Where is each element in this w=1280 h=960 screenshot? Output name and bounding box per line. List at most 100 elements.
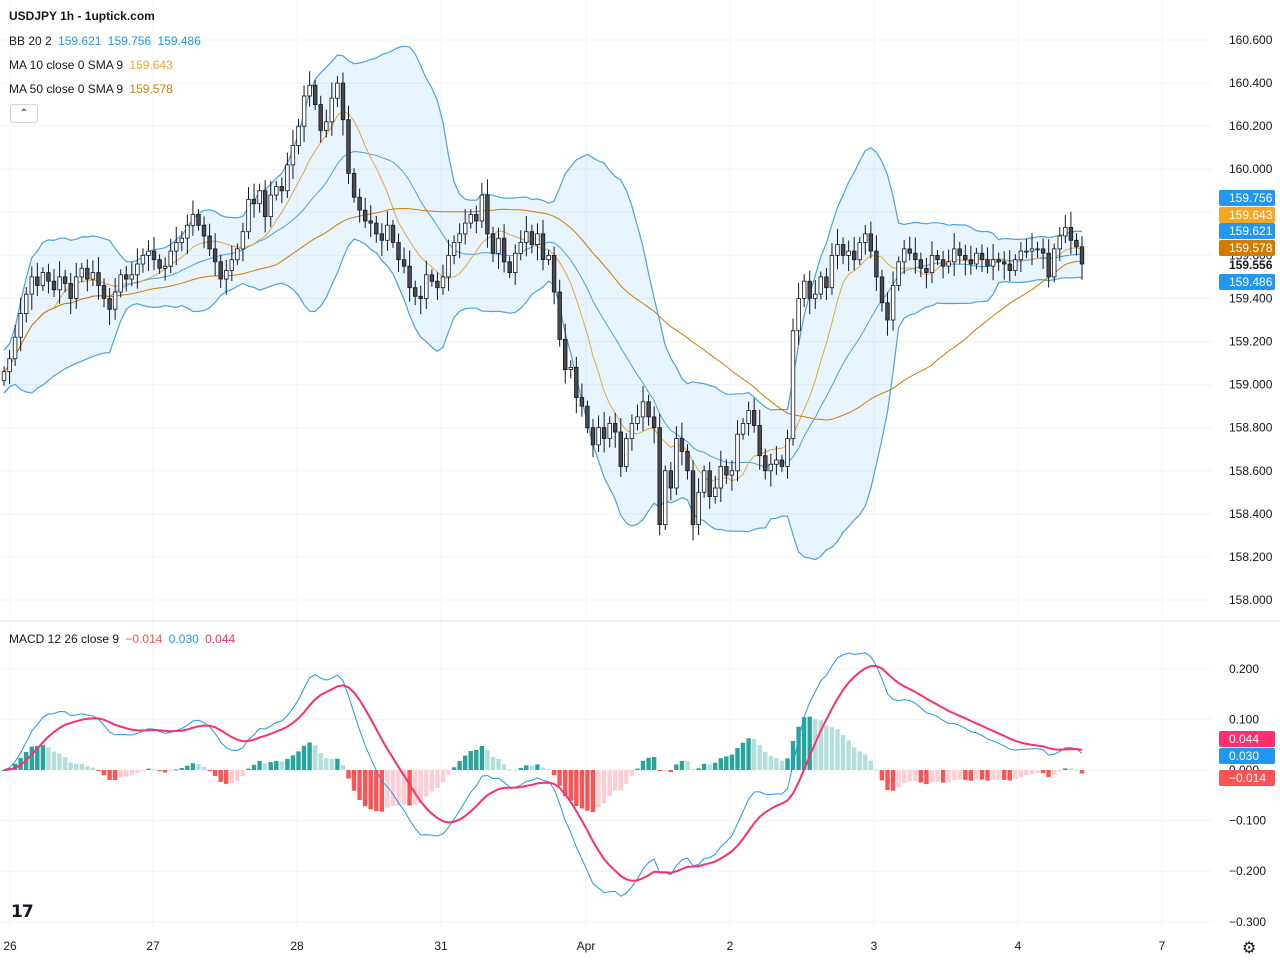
candle[interactable] <box>629 422 635 439</box>
candle[interactable] <box>824 276 829 289</box>
candle[interactable] <box>863 233 868 243</box>
candle[interactable] <box>974 252 979 265</box>
candle[interactable] <box>218 261 223 280</box>
candle[interactable] <box>535 233 540 246</box>
candle[interactable] <box>396 242 401 261</box>
candle[interactable] <box>546 254 551 261</box>
candle[interactable] <box>1024 250 1029 253</box>
candle[interactable] <box>1040 248 1046 254</box>
candle[interactable] <box>135 263 140 276</box>
candle[interactable] <box>840 244 846 256</box>
candle[interactable] <box>318 104 323 131</box>
candle[interactable] <box>507 261 512 273</box>
candle[interactable] <box>585 405 590 429</box>
candle[interactable] <box>663 470 668 525</box>
candle[interactable] <box>779 459 785 467</box>
candle[interactable] <box>312 84 318 105</box>
candle[interactable] <box>335 82 340 99</box>
candle[interactable] <box>107 298 112 310</box>
candle[interactable] <box>946 261 951 267</box>
candle[interactable] <box>324 121 329 131</box>
candle[interactable] <box>196 214 201 226</box>
candle[interactable] <box>651 416 657 429</box>
candle[interactable] <box>23 293 29 315</box>
candle[interactable] <box>896 261 901 286</box>
candle[interactable] <box>718 466 723 489</box>
candle[interactable] <box>190 214 196 226</box>
candle[interactable] <box>1052 248 1057 278</box>
candle[interactable] <box>1018 250 1024 261</box>
candle[interactable] <box>513 252 518 273</box>
candle[interactable] <box>635 416 640 424</box>
candle[interactable] <box>407 265 412 289</box>
candle[interactable] <box>257 190 262 205</box>
candle[interactable] <box>574 366 579 398</box>
candle[interactable] <box>829 254 835 289</box>
candle[interactable] <box>474 214 479 222</box>
candle[interactable] <box>1079 246 1085 265</box>
candle[interactable] <box>451 242 457 256</box>
candle[interactable] <box>340 82 346 121</box>
candle[interactable] <box>985 259 990 267</box>
candle[interactable] <box>1035 248 1040 251</box>
candle[interactable] <box>768 463 773 472</box>
candle[interactable] <box>74 276 79 299</box>
candle[interactable] <box>401 259 407 267</box>
candle[interactable] <box>390 224 396 243</box>
candle[interactable] <box>101 285 107 299</box>
gear-icon[interactable]: ⚙ <box>1242 938 1257 957</box>
candle[interactable] <box>996 259 1001 263</box>
candle[interactable] <box>112 291 118 310</box>
candle[interactable] <box>462 222 468 235</box>
candle[interactable] <box>151 250 157 261</box>
candle[interactable] <box>846 250 851 256</box>
candle[interactable] <box>818 276 823 295</box>
candle[interactable] <box>62 276 68 284</box>
candle[interactable] <box>518 242 523 254</box>
candle[interactable] <box>262 190 268 218</box>
candle[interactable] <box>12 336 18 360</box>
candle[interactable] <box>490 233 496 254</box>
candle[interactable] <box>440 276 446 289</box>
candle[interactable] <box>757 425 762 457</box>
candle[interactable] <box>763 455 768 472</box>
candle[interactable] <box>290 145 296 166</box>
candle[interactable] <box>251 198 257 205</box>
candle[interactable] <box>601 427 607 439</box>
candle[interactable] <box>807 280 812 299</box>
candle[interactable] <box>802 280 807 299</box>
candle[interactable] <box>224 270 229 280</box>
candle[interactable] <box>640 401 646 418</box>
candle[interactable] <box>162 265 168 269</box>
candle[interactable] <box>1002 261 1007 265</box>
candle[interactable] <box>751 410 757 427</box>
candle[interactable] <box>274 186 279 196</box>
candle[interactable] <box>18 313 23 338</box>
candle[interactable] <box>929 254 935 273</box>
candle[interactable] <box>301 95 307 127</box>
candle[interactable] <box>918 259 923 269</box>
candle[interactable] <box>701 470 707 493</box>
candle[interactable] <box>118 274 123 293</box>
candle[interactable] <box>35 276 40 286</box>
candle[interactable] <box>362 209 368 222</box>
candle[interactable] <box>346 119 351 174</box>
candle[interactable] <box>168 250 173 267</box>
candle[interactable] <box>668 470 673 489</box>
candle[interactable] <box>813 293 818 299</box>
candle[interactable] <box>907 248 912 254</box>
candle[interactable] <box>529 231 535 245</box>
candle[interactable] <box>746 410 751 424</box>
candle[interactable] <box>685 450 690 472</box>
candle[interactable] <box>446 254 451 278</box>
candle[interactable] <box>96 272 101 286</box>
candle[interactable] <box>990 259 996 267</box>
candle[interactable] <box>240 231 246 250</box>
candle[interactable] <box>874 250 879 278</box>
candle[interactable] <box>285 164 290 192</box>
candle[interactable] <box>1063 226 1068 237</box>
candle[interactable] <box>424 274 429 299</box>
candle[interactable] <box>924 267 929 273</box>
candle[interactable] <box>146 250 151 256</box>
